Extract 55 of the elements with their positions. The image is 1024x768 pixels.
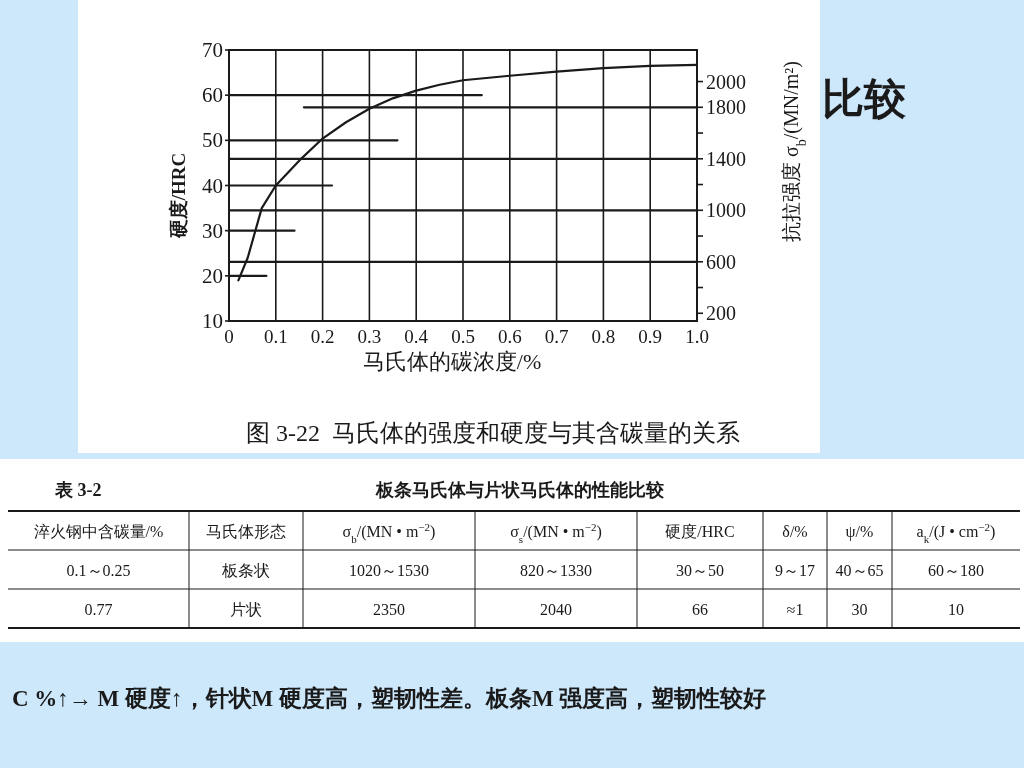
text: 9～17 <box>775 561 815 579</box>
x-tick-label: 0 <box>224 326 234 347</box>
x-tick-label: 0.4 <box>404 326 429 347</box>
text: 30 <box>851 600 868 618</box>
y2-tick-label: 200 <box>706 302 736 325</box>
text: ψ/% <box>845 522 874 541</box>
text: 1020～1530 <box>349 561 429 579</box>
x-tick-label: 0.8 <box>591 326 616 347</box>
x-tick-label: 0.6 <box>497 326 522 347</box>
x-axis-title: 马氏体的碳浓度/% <box>362 349 542 374</box>
text: 40～65 <box>835 561 884 579</box>
y-tick-label: 60 <box>202 83 223 108</box>
x-tick-label: 0.1 <box>263 326 288 347</box>
x-tick-label: 0.7 <box>544 326 569 347</box>
text: 30～50 <box>676 561 724 579</box>
y2-tick-label: 1400 <box>706 147 746 170</box>
text: 60～180 <box>928 561 984 579</box>
text: 硬度/HRC <box>665 522 735 540</box>
text: 10 <box>948 600 964 618</box>
y2-tick-label: 1800 <box>706 96 746 119</box>
text: 马氏体形态 <box>206 522 286 540</box>
y-tick-label: 10 <box>202 309 223 333</box>
y2-tick-label: 600 <box>706 250 736 273</box>
text: 820～1330 <box>520 561 592 579</box>
text: 板条状 <box>221 561 270 579</box>
x-tick-label: 1.0 <box>685 326 709 347</box>
x-tick-label: 0.9 <box>638 326 663 347</box>
text: 片状 <box>230 600 262 618</box>
text: σ$_{b}$/(MN • m$^{−2}$) <box>342 520 436 545</box>
text: δ/% <box>782 522 808 540</box>
x-tick-label: 0.2 <box>310 326 335 347</box>
text: 66 <box>692 600 708 618</box>
text: 2040 <box>540 600 572 618</box>
text: 2350 <box>373 600 405 618</box>
y-tick-label: 20 <box>202 263 223 288</box>
text: a$_{k}$/(J • cm$^{−2}$) <box>916 520 996 545</box>
text: C %↑→ M 硬度↑，针状M 硬度高，塑韧性差。板条M 强度高，塑韧性较好 <box>12 685 767 711</box>
y-tick-label: 40 <box>202 173 223 198</box>
text: 淬火钢中含碳量/% <box>33 522 164 540</box>
text: 0.77 <box>84 600 113 618</box>
y-tick-label: 50 <box>202 128 223 153</box>
y-axis-title: 硬度/HRC <box>168 152 189 240</box>
x-tick-label: 0.3 <box>357 326 382 347</box>
y-tick-label: 70 <box>202 38 223 62</box>
text: 表 3-2 <box>54 480 102 500</box>
text: ≈1 <box>786 600 804 618</box>
y2-tick-label: 2000 <box>706 70 746 93</box>
y2-tick-label: 1000 <box>706 199 746 222</box>
y-tick-label: 30 <box>202 218 223 243</box>
x-tick-label: 0.5 <box>451 326 475 347</box>
text: 0.1～0.25 <box>66 561 131 579</box>
text: σ$_{s}$/(MN • m$^{−2}$) <box>510 520 602 545</box>
text: 板条马氏体与片状马氏体的性能比较 <box>375 480 665 500</box>
text: 图 3-22 马氏体的强度和硬度与其含碳量的关系 <box>246 420 740 446</box>
text: 比较 <box>822 76 907 122</box>
